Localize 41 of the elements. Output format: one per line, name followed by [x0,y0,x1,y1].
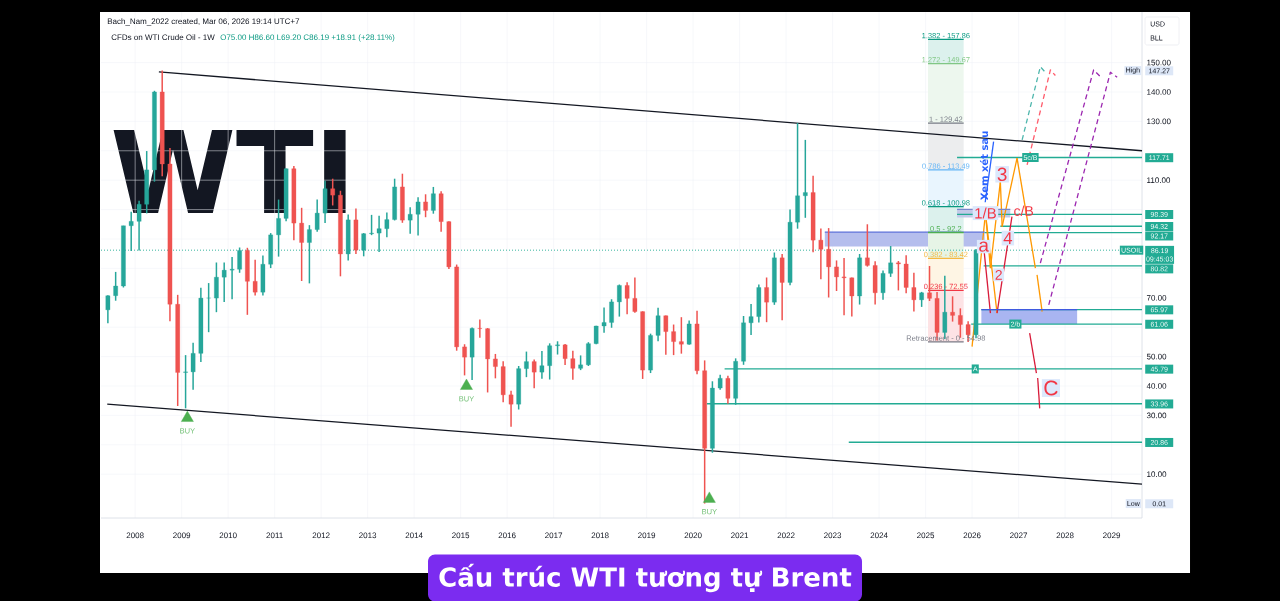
text: O75.00 H86.60 L69.20 C86.19 +18.91 (+28.11%) [220,34,395,42]
x-tick-label: 2022 [777,532,795,539]
x-tick-label: 2017 [545,532,563,539]
annotation: Xem xét sau [979,131,989,200]
x-tick-label: 2027 [1010,532,1028,539]
y-tick-label: 150.00 [1147,59,1171,66]
x-tick-label: 2026 [963,532,981,539]
y-tick-label: 30.00 [1146,412,1167,419]
x-tick-label: 2029 [1103,532,1121,539]
annotation: a [979,241,989,252]
annotation: 3 [997,167,1007,182]
annotation: 4 [1003,232,1013,244]
y-tick-label: 10.00 [1147,471,1167,478]
y-tick-label: 40.00 [1146,383,1167,389]
x-tick-label: 2014 [405,532,423,539]
x-tick-label: 2009 [173,532,191,539]
x-tick-label: 2011 [266,532,283,539]
annotation: Bach_Nam_2022 created, Mar 06, 2026 19:14 UTC+7 [107,18,300,26]
x-tick-label: 2019 [638,532,656,539]
x-tick-label: 2021 [731,532,749,539]
x-tick-label: 2015 [452,532,470,539]
x-tick-label: 2016 [498,532,516,539]
x-tick-label: 2013 [359,532,377,539]
x-tick-label: 2023 [824,532,842,539]
annotation: 2 [995,269,1002,280]
annotation: C [1044,380,1058,396]
x-tick-label: 2010 [219,532,237,539]
y-tick-label: 50.00 [1146,353,1167,360]
x-tick-label: 2018 [591,532,609,539]
text: Cấu trúc WTI tương tự Brent [439,563,852,593]
x-tick-label: 2012 [312,532,330,539]
y-tick-label: 140.00 [1147,89,1171,95]
text: CFDs on WTI Crude Oil - 1W [111,34,215,41]
y-tick-label: 130.00 [1147,118,1171,125]
x-tick-label: 2028 [1056,532,1074,539]
y-tick-label: 70.00 [1146,294,1167,301]
x-tick-label: 2008 [126,532,144,539]
y-tick-label: 110.00 [1147,177,1171,183]
x-tick-label: 2025 [917,532,935,539]
x-tick-label: 2020 [684,532,702,539]
x-tick-label: 2024 [870,532,888,539]
